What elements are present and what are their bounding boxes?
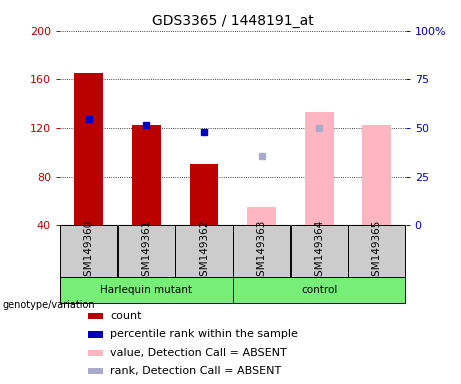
Bar (88, 349, 103, 356)
Bar (233, 225, 290, 277)
Text: control: control (301, 285, 337, 295)
Bar (60, 277, 232, 303)
Text: GSM149361: GSM149361 (142, 219, 151, 283)
Bar (247, 207, 276, 225)
Bar (233, 277, 405, 303)
Bar (88, 368, 103, 374)
Text: percentile rank within the sample: percentile rank within the sample (110, 329, 298, 339)
Bar (362, 126, 391, 225)
Text: GSM149363: GSM149363 (257, 219, 266, 283)
Text: genotype/variation: genotype/variation (2, 300, 95, 310)
Text: GSM149365: GSM149365 (372, 219, 382, 283)
Text: GSM149364: GSM149364 (314, 219, 324, 283)
Bar (88, 313, 103, 319)
Bar (349, 225, 405, 277)
Text: GSM149360: GSM149360 (84, 219, 94, 283)
Bar (74, 73, 103, 225)
Text: Harlequin mutant: Harlequin mutant (100, 285, 192, 295)
Bar (291, 225, 348, 277)
Title: GDS3365 / 1448191_at: GDS3365 / 1448191_at (152, 14, 313, 28)
Text: value, Detection Call = ABSENT: value, Detection Call = ABSENT (110, 348, 287, 358)
Text: rank, Detection Call = ABSENT: rank, Detection Call = ABSENT (110, 366, 281, 376)
Bar (118, 225, 175, 277)
Text: count: count (110, 311, 142, 321)
Bar (176, 225, 232, 277)
Bar (132, 126, 161, 225)
Bar (305, 112, 334, 225)
Bar (60, 225, 117, 277)
Bar (88, 331, 103, 338)
Bar (189, 164, 219, 225)
Text: GSM149362: GSM149362 (199, 219, 209, 283)
